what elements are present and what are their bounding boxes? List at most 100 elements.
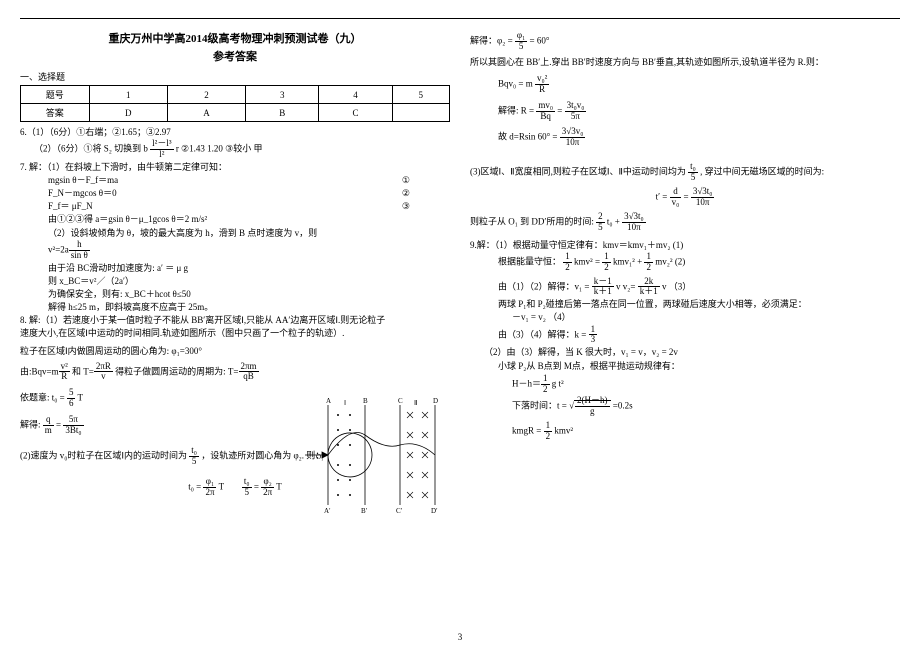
den: 5 <box>515 42 527 52</box>
fraction: t₀5 <box>688 162 698 183</box>
td: D <box>89 104 167 122</box>
fraction: 25 <box>596 212 605 233</box>
den: sin θ <box>69 251 90 261</box>
fraction: 2(H－h)g <box>575 396 610 417</box>
fraction: 2πmqB <box>239 362 259 383</box>
text: (3)区域Ⅰ、Ⅱ宽度相同,则粒子在区域Ⅰ、Ⅱ中运动时间均为 <box>470 167 686 177</box>
den: 3 <box>589 335 598 345</box>
num: φ₂ <box>261 477 274 488</box>
q9-line2: 根据能量守恒： 12 kmv² = 12 kmv₁² + 12 mv₂² (2) <box>470 252 900 273</box>
q8-line4: 由:Bqv=mv²R 和 T=2πRv 得粒子做圆周运动的周期为: T=2πmq… <box>20 362 450 383</box>
r-line4: 则粒子从 O₁ 到 DD′所用的时间: 25 t₀ + 3√3t₀10π <box>470 212 900 233</box>
text: v₂= <box>623 281 636 291</box>
answer-table: 题号 1 2 3 4 5 答案 D A B C <box>20 85 450 122</box>
den: 2 <box>602 263 611 273</box>
fraction: k－1k＋1 <box>592 277 614 298</box>
fraction: 12 <box>541 374 550 395</box>
text: 得粒子做圆周运动的周期为: T= <box>115 366 238 376</box>
th: 4 <box>319 86 392 104</box>
text: （3） <box>669 281 692 291</box>
q6-line2: （2）（6分）①将 S₂ 切换到 b l²－l³l² r ②1.43 1.20 … <box>20 139 450 160</box>
text: (2)速度为 v₀时粒子在区域Ⅰ内的运动时间为 <box>20 450 187 460</box>
num: t₀ <box>242 477 252 488</box>
den: 10π <box>560 138 586 148</box>
q7-eq-v2: v²=2ahsin θ <box>20 240 450 261</box>
fraction: t₀5 <box>242 477 252 498</box>
den: v <box>94 372 113 382</box>
section-1-head: 一、选择题 <box>20 70 450 83</box>
text: r ②1.43 1.20 ③较小 甲 <box>176 144 263 154</box>
fraction: 5π3Bt₀ <box>63 415 83 436</box>
table-row: 题号 1 2 3 4 5 <box>21 86 450 104</box>
text: Bqv₀ = m <box>498 78 533 88</box>
den: 5 <box>189 457 199 467</box>
th: 1 <box>89 86 167 104</box>
fraction: mv₀Bq <box>536 101 555 122</box>
q7-eq2: F_N－mgcos θ＝0 ② <box>20 187 450 199</box>
q9-line10: 下落时间：t = √2(H－h)g =0.2s <box>470 396 900 417</box>
table-row: 答案 D A B C <box>21 104 450 122</box>
physics-diagram: A B C D A′ B′ C′ D′ O₁ Ⅰ Ⅱ <box>300 395 450 515</box>
sqrt: 2(H－h)g <box>574 400 611 411</box>
eq: mgsin θ－F_f＝ma <box>48 175 118 185</box>
num: 1 <box>563 252 572 263</box>
den: 5 <box>688 173 698 183</box>
lbl-C: C <box>398 397 403 405</box>
den: 2 <box>644 263 653 273</box>
lbl-II: Ⅱ <box>414 399 417 407</box>
th: 2 <box>167 86 245 104</box>
r-eq3: 故 d=Rsin 60° = 3√3v₀10π <box>470 127 900 148</box>
page-rule <box>20 18 900 19</box>
lbl-O1: O₁ <box>316 453 324 461</box>
num: mv₀ <box>536 101 555 112</box>
td: C <box>319 104 392 122</box>
page-number: 3 <box>0 632 920 642</box>
den: 5 <box>242 488 252 498</box>
r-eq4: t′ = dv₀ = 3√3t₀10π <box>470 187 900 208</box>
q8-line2: 速度大小,在区域Ⅰ中运动的时间相同.轨迹如图所示（图中只画了一个粒子的轨迹）. <box>20 327 450 339</box>
fraction: 56 <box>67 388 76 409</box>
den: g <box>575 407 610 417</box>
eq: F_N－mgcos θ＝0 <box>48 188 117 198</box>
q7-line5: 由于沿 BC滑动时加速度为: a′ ＝ μ g <box>20 262 450 274</box>
text: 解得：φ₂ = <box>470 35 513 45</box>
text: 由:Bqv=m <box>20 366 59 376</box>
num: 1 <box>541 374 550 385</box>
fraction: dv₀ <box>670 187 682 208</box>
eq: F_f＝ μF_N <box>48 201 93 211</box>
text: 故 d=Rsin 60° = <box>498 132 558 142</box>
den: 2 <box>563 263 572 273</box>
fraction: 2πRv <box>94 362 113 383</box>
right-column: 解得：φ₂ = φ₁5 = 60° 所以其圆心在 BB′上.穿出 BB′时速度方… <box>470 30 900 501</box>
den: 10π <box>691 198 715 208</box>
q7-eq3: F_f＝ μF_N ③ <box>20 200 450 212</box>
den: 2 <box>541 385 550 395</box>
text: 由（1）（2）解得：v₁ = <box>498 281 589 291</box>
fraction: 3√3t₀10π <box>691 187 715 208</box>
q7-line8: 解得 h≤25 m，即斜坡高度不应高于 25m。 <box>20 301 450 313</box>
text: (2) <box>675 256 686 266</box>
text: 根据能量守恒： <box>498 256 561 266</box>
text: 解得: R = <box>498 105 534 115</box>
den: 5 <box>596 223 605 233</box>
q7-line3: （2）设斜坡倾角为 θ，坡的最大高度为 h，滑到 B 点时速度为 v，则 <box>20 227 450 239</box>
fraction: 13 <box>589 325 598 346</box>
den: R <box>535 85 549 95</box>
den: Bq <box>536 112 555 122</box>
den: 10π <box>622 223 646 233</box>
th: 3 <box>246 86 319 104</box>
tag: ③ <box>402 200 410 212</box>
tag: ② <box>402 187 410 199</box>
fraction: φ₁5 <box>515 31 527 52</box>
lbl-D: D <box>433 397 438 405</box>
th: 5 <box>392 86 449 104</box>
fraction: 2kk＋1 <box>638 277 660 298</box>
den: v₀ <box>670 198 682 208</box>
q9-line8: 小球 P₂从 B点到 M点，根据平抛运动规律有： <box>470 360 900 372</box>
den: k＋1 <box>638 287 660 297</box>
den: l² <box>150 150 173 160</box>
q9-line9: H－h＝12 g t² <box>470 374 900 395</box>
fraction: 3√3t₀10π <box>622 212 646 233</box>
lbl-C2: C′ <box>396 507 403 515</box>
lbl-A: A <box>326 397 331 405</box>
